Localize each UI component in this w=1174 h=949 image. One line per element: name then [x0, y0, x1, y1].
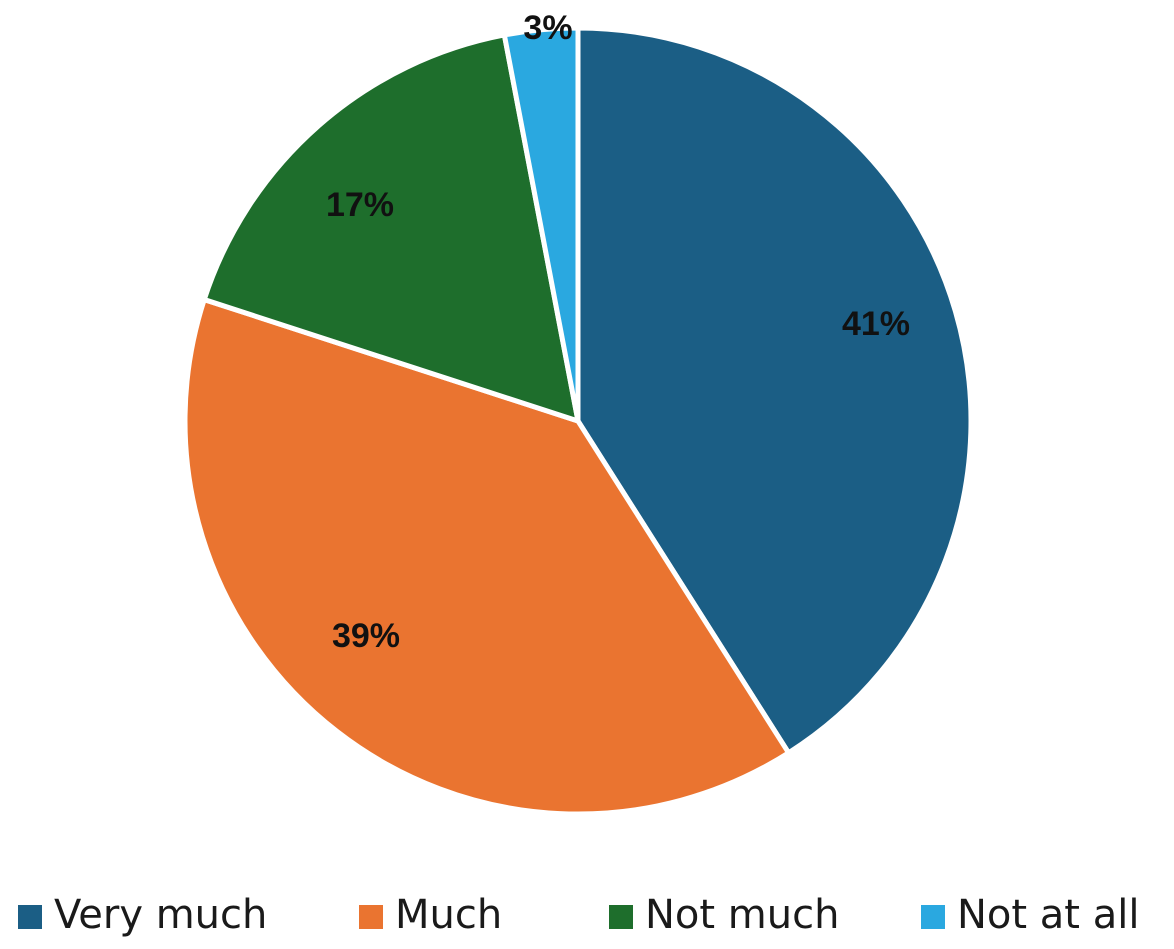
- data-label-not-much: 17%: [326, 186, 394, 224]
- legend-swatch-much: [359, 905, 383, 929]
- legend-swatch-not-much: [609, 905, 633, 929]
- data-label-very-much: 41%: [842, 305, 910, 343]
- data-label-much: 39%: [332, 617, 400, 655]
- legend-label-very-much: Very much: [54, 892, 267, 938]
- legend-swatch-not-at-all: [921, 905, 945, 929]
- pie-slice-not-much: [201, 32, 581, 424]
- pie-slices: [182, 25, 974, 817]
- legend-swatch-very-much: [18, 905, 42, 929]
- legend-label-not-at-all: Not at all: [957, 892, 1139, 938]
- legend-label-much: Much: [395, 892, 502, 938]
- pie-slice-much: [182, 297, 792, 817]
- pie-data-labels: 41% 39% 17% 3%: [326, 9, 910, 655]
- pie-slice-not-at-all: [501, 25, 581, 424]
- legend: Very much Much Not much Not at all: [18, 892, 1139, 938]
- legend-label-not-much: Not much: [645, 892, 839, 938]
- data-label-not-at-all: 3%: [523, 9, 572, 47]
